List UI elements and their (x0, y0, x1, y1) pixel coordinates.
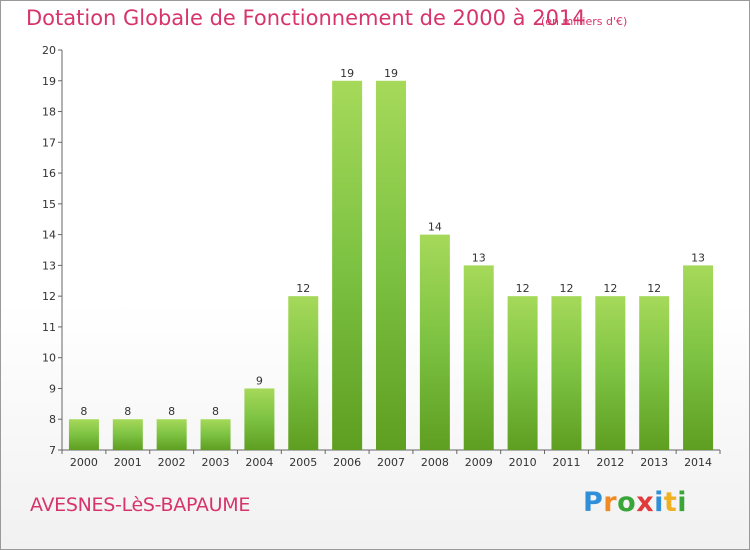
y-tick-label: 11 (42, 321, 56, 334)
bar-2014 (683, 265, 714, 450)
x-tick-label-2005: 2005 (289, 456, 317, 469)
y-tick-label: 17 (42, 136, 56, 149)
logo-letter: r (603, 487, 618, 518)
x-tick-label-2000: 2000 (70, 456, 98, 469)
y-tick-label: 7 (49, 444, 56, 457)
proxiti-logo: Proxiti (583, 487, 687, 518)
chart-title: Dotation Globale de Fonctionnement de 20… (26, 6, 586, 30)
data-label-2001: 8 (124, 405, 131, 418)
bar-2003 (200, 419, 231, 450)
y-tick-label: 10 (42, 352, 56, 365)
x-tick-label-2006: 2006 (333, 456, 361, 469)
bar-2007 (376, 80, 406, 451)
data-label-2000: 8 (80, 405, 87, 418)
place-name: AVESNES-LèS-BAPAUME (30, 494, 251, 516)
y-tick-label: 16 (42, 167, 56, 180)
bar-2009 (463, 265, 494, 450)
y-tick-label: 15 (42, 198, 56, 211)
x-tick-label-2003: 2003 (202, 456, 230, 469)
bar-2011 (551, 296, 582, 450)
chart-unit: (en milliers d'€) (541, 15, 628, 28)
data-label-2006: 19 (340, 67, 354, 80)
chart-bars (68, 80, 714, 451)
bar-2000 (68, 419, 99, 450)
logo-letter: t (663, 487, 678, 518)
x-tick-label-2007: 2007 (377, 456, 405, 469)
bar-2005 (288, 296, 319, 450)
bar-2012 (595, 296, 626, 450)
y-tick-label: 8 (49, 413, 56, 426)
data-label-2014: 13 (691, 251, 705, 264)
data-label-2011: 12 (559, 282, 573, 295)
data-label-2003: 8 (212, 405, 219, 418)
data-label-2012: 12 (603, 282, 617, 295)
logo-letter: o (617, 487, 637, 518)
data-label-2002: 8 (168, 405, 175, 418)
x-tick-label-2009: 2009 (465, 456, 493, 469)
data-label-2004: 9 (256, 374, 263, 387)
x-tick-label-2013: 2013 (640, 456, 668, 469)
y-tick-label: 20 (42, 44, 56, 57)
bar-2004 (244, 388, 275, 450)
y-tick-label: 9 (49, 382, 56, 395)
bar-2001 (112, 419, 143, 450)
logo-letter: i (654, 487, 664, 518)
bar-2013 (639, 296, 670, 450)
data-label-2013: 12 (647, 282, 661, 295)
y-tick-label: 14 (42, 229, 56, 242)
x-tick-label-2001: 2001 (114, 456, 142, 469)
logo-letter: x (636, 487, 655, 518)
x-tick-label-2012: 2012 (596, 456, 624, 469)
data-label-2009: 13 (472, 251, 486, 264)
logo-letter: P (583, 487, 604, 518)
bar-2008 (419, 234, 450, 450)
bar-2002 (156, 419, 187, 450)
x-tick-label-2014: 2014 (684, 456, 712, 469)
data-label-2008: 14 (428, 221, 442, 234)
data-label-2007: 19 (384, 67, 398, 80)
y-tick-label: 12 (42, 290, 56, 303)
bar-2006 (332, 80, 363, 451)
x-tick-label-2002: 2002 (158, 456, 186, 469)
data-label-2005: 12 (296, 282, 310, 295)
x-tick-label-2010: 2010 (509, 456, 537, 469)
x-tick-label-2004: 2004 (245, 456, 273, 469)
logo-letter: i (677, 487, 688, 518)
chart-labels: 8 2000 8 2001 8 2002 8 2003 9 2004 12 2005 19 2006 19 2… (70, 67, 712, 469)
bar-2010 (507, 296, 538, 450)
y-tick-label: 18 (42, 106, 56, 119)
y-tick-label: 19 (42, 75, 56, 88)
x-tick-label-2011: 2011 (552, 456, 580, 469)
data-label-2010: 12 (516, 282, 530, 295)
x-tick-label-2008: 2008 (421, 456, 449, 469)
y-tick-label: 13 (42, 259, 56, 272)
